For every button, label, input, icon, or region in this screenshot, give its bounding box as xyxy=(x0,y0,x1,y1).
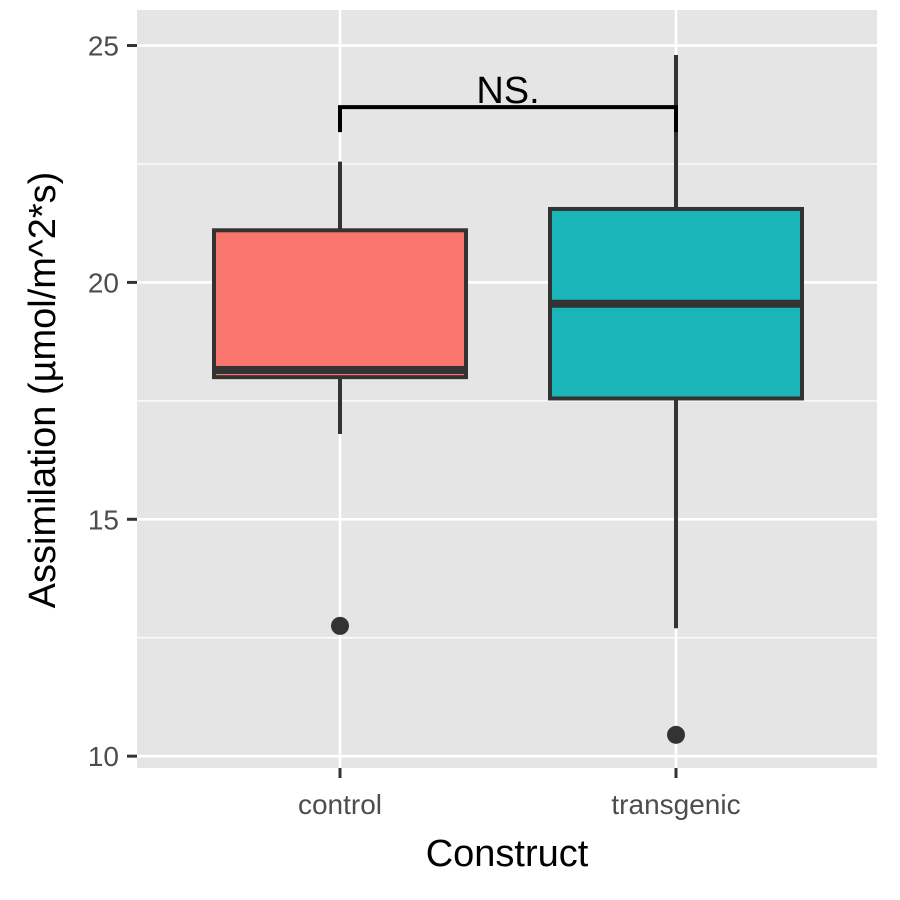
box-body xyxy=(212,228,468,380)
significance-bracket xyxy=(338,105,678,133)
significance-label: NS. xyxy=(476,70,539,112)
y-tick-label: 10 xyxy=(88,741,119,772)
y-axis-title: Assimilation (µmol/m^2*s) xyxy=(22,172,64,609)
y-tick-label: 20 xyxy=(88,267,119,298)
outlier-point xyxy=(331,616,349,635)
y-tick-label: 25 xyxy=(88,31,119,62)
box-transgenic xyxy=(548,55,804,744)
outlier-point xyxy=(667,725,685,744)
grid-minor xyxy=(137,163,877,639)
x-axis: control transgenic xyxy=(298,768,741,820)
y-tick-label: 15 xyxy=(88,504,119,535)
y-axis: 10 15 20 25 xyxy=(88,31,137,772)
x-tick-label-control: control xyxy=(298,789,382,820)
box-control xyxy=(212,161,468,635)
x-tick-label-transgenic: transgenic xyxy=(611,789,740,820)
significance-annotation: NS. xyxy=(338,70,678,133)
boxes xyxy=(212,55,804,744)
x-axis-title: Construct xyxy=(426,833,589,875)
